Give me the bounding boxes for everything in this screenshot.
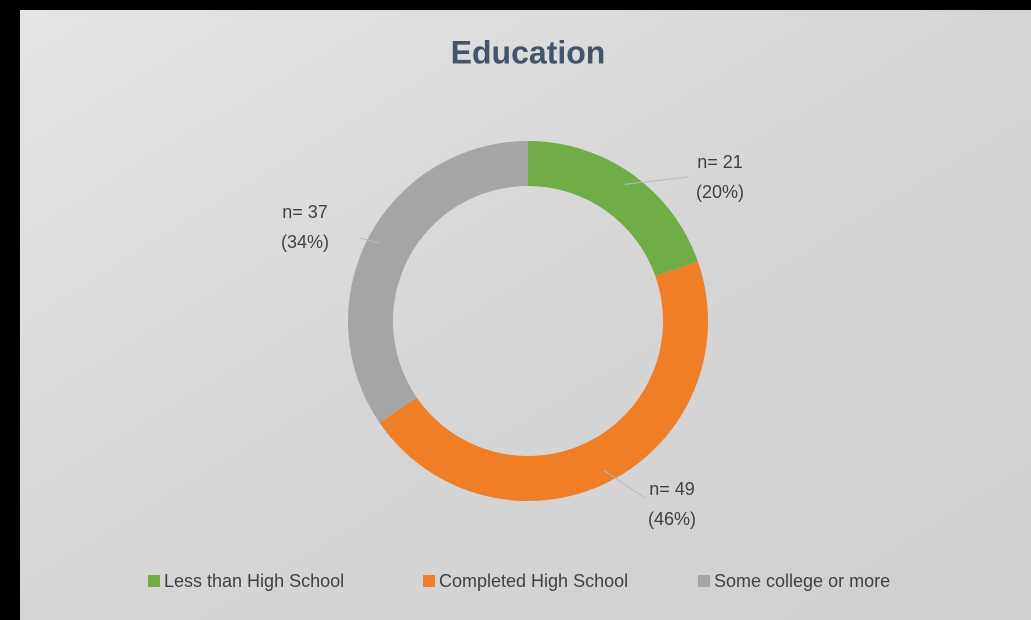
legend-swatch: [148, 575, 160, 587]
legend-label: Less than High School: [164, 571, 344, 591]
legend-label: Some college or more: [714, 571, 890, 591]
data-label: n= 49: [649, 479, 695, 499]
chart-area: [20, 10, 1031, 620]
donut-slice: [348, 141, 528, 423]
data-label: (46%): [648, 509, 696, 529]
data-label: (20%): [696, 182, 744, 202]
legend-label: Completed High School: [439, 571, 628, 591]
donut-slice: [528, 141, 698, 277]
donut-slice: [379, 261, 708, 501]
leader-line: [624, 176, 689, 185]
data-label: (34%): [281, 232, 329, 252]
data-label: n= 37: [282, 202, 328, 222]
legend-swatch: [698, 575, 710, 587]
leader-line: [359, 237, 380, 244]
data-label: n= 21: [697, 152, 743, 172]
legend-swatch: [423, 575, 435, 587]
chart-title: Education: [451, 34, 606, 70]
leader-line: [603, 469, 646, 499]
